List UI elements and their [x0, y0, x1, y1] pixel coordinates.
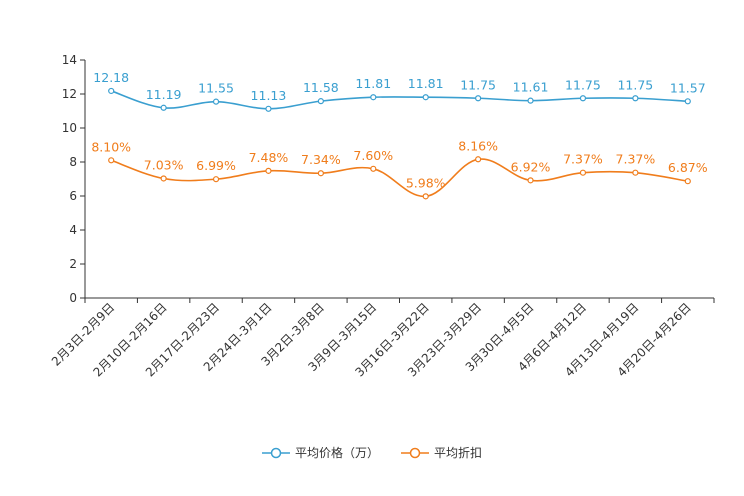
data-label-0: 11.61: [513, 80, 549, 95]
data-point-0: [684, 98, 691, 105]
data-point-1: [579, 169, 587, 176]
legend-price-marker-icon: [261, 447, 290, 458]
legend-item-price[interactable]: 平均价格（万）: [261, 444, 379, 461]
data-label-1: 5.98%: [406, 175, 446, 190]
legend-discount-marker-icon: [401, 447, 429, 458]
data-point-0: [527, 97, 534, 104]
y-tick-label: 0: [69, 291, 77, 305]
data-label-1: 6.99%: [196, 158, 236, 173]
data-label-1: 7.48%: [249, 150, 289, 165]
y-tick-label: 12: [62, 87, 77, 101]
axes: 024681012142月3日-2月9日2月10日-2月16日2月17日-2月2…: [49, 53, 715, 380]
data-label-1: 7.37%: [563, 152, 603, 167]
data-label-0: 11.58: [303, 80, 339, 95]
data-point-0: [370, 94, 377, 101]
data-point-0: [422, 94, 429, 101]
legend-discount-label: 平均折扣: [434, 446, 483, 460]
data-label-0: 11.75: [460, 77, 496, 92]
data-point-1: [527, 177, 534, 184]
legend-price-label: 平均价格（万）: [294, 446, 379, 460]
data-label-0: 12.18: [93, 70, 129, 85]
data-point-0: [108, 87, 115, 95]
y-tick-label: 14: [62, 53, 77, 67]
data-label-1: 7.60%: [353, 148, 393, 163]
legend-item-discount[interactable]: 平均折扣: [401, 444, 482, 461]
data-label-0: 11.55: [198, 81, 234, 96]
data-point-1: [265, 167, 272, 174]
data-label-0: 11.13: [251, 88, 287, 103]
data-label-0: 11.81: [355, 76, 391, 91]
data-point-0: [317, 98, 324, 105]
data-point-1: [684, 178, 691, 185]
data-point-0: [632, 95, 639, 102]
y-tick-label: 4: [69, 223, 77, 237]
data-point-1: [632, 169, 639, 176]
data-label-1: 8.16%: [458, 138, 498, 153]
data-point-1: [475, 156, 482, 163]
data-point-1: [160, 175, 167, 182]
data-label-0: 11.19: [146, 87, 182, 102]
data-label-1: 8.10%: [91, 139, 131, 154]
data-label-1: 7.34%: [301, 152, 341, 167]
data-label-0: 11.57: [670, 80, 706, 95]
data-point-0: [212, 98, 220, 105]
y-tick-label: 8: [69, 155, 77, 169]
data-label-1: 6.87%: [668, 160, 708, 175]
data-point-1: [422, 193, 429, 200]
data-point-1: [108, 157, 115, 164]
data-point-0: [265, 105, 272, 112]
legend: 平均价格（万） 平均折扣: [0, 444, 744, 461]
data-label-1: 6.92%: [511, 159, 551, 174]
data-point-1: [370, 165, 377, 172]
data-label-1: 7.37%: [616, 152, 656, 167]
series-line-0: [110, 90, 688, 110]
data-label-0: 11.75: [617, 77, 653, 92]
y-tick-label: 10: [62, 121, 77, 135]
data-point-1: [212, 176, 220, 183]
y-tick-label: 6: [69, 189, 77, 203]
data-label-0: 11.75: [565, 77, 601, 92]
y-tick-label: 2: [69, 257, 77, 271]
data-point-0: [579, 95, 587, 102]
series-group: [108, 87, 691, 200]
data-point-0: [160, 104, 167, 111]
data-label-0: 11.81: [408, 76, 444, 91]
data-labels: 12.18 11.19 11.55 11.13 11.58 11.81 11.81 11.75…: [91, 70, 707, 190]
line-chart: 024681012142月3日-2月9日2月10日-2月16日2月17日-2月2…: [49, 53, 715, 380]
data-point-1: [317, 170, 324, 177]
data-point-0: [475, 95, 482, 102]
data-label-1: 7.03%: [144, 157, 184, 172]
